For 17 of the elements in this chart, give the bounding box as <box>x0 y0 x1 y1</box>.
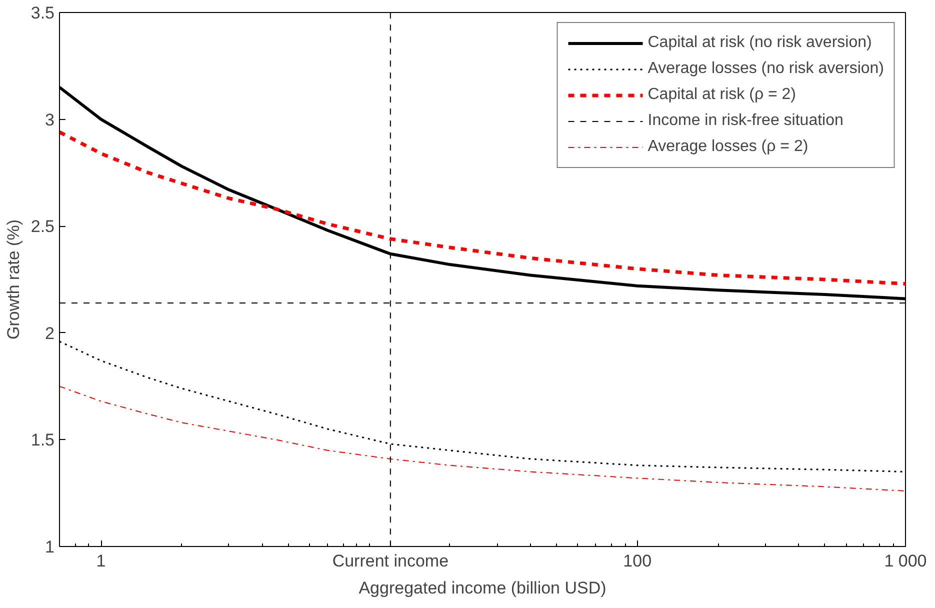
x-tick-label: 1 <box>96 552 106 570</box>
legend-label: Capital at risk (no risk aversion) <box>648 34 872 52</box>
y-tick-label: 2 <box>45 324 55 343</box>
legend-label: Average losses (ρ = 2) <box>648 138 808 156</box>
y-tick-label: 2.5 <box>30 217 55 236</box>
x-axis-title: Aggregated income (billion USD) <box>358 578 606 598</box>
legend-label: Capital at risk (ρ = 2) <box>648 86 796 104</box>
y-tick-label: 3.5 <box>30 4 55 22</box>
y-tick-label: 1.5 <box>30 430 55 450</box>
x-tick-label: Current income <box>332 552 449 570</box>
y-axis-title: Growth rate (%) <box>4 220 23 340</box>
y-tick-label: 1 <box>45 538 55 556</box>
x-tick-label: 100 <box>623 552 652 570</box>
legend-label: Income in risk-free situation <box>648 112 844 130</box>
y-tick-label: 3 <box>45 110 55 130</box>
legend-label: Average losses (no risk aversion) <box>648 60 884 78</box>
x-tick-label: 1 000 <box>884 552 927 570</box>
